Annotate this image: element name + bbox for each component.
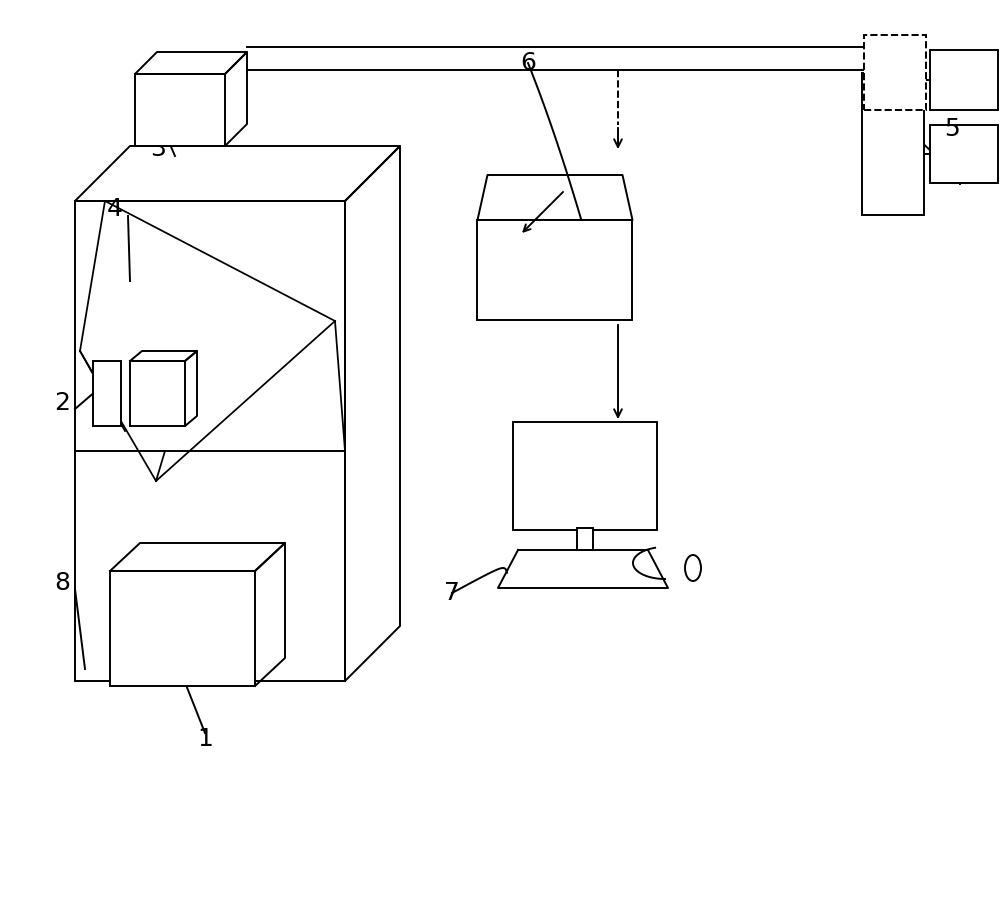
Ellipse shape (866, 47, 878, 70)
Text: 4: 4 (107, 197, 123, 221)
Bar (130, 361, 185, 426)
Bar (135, 74, 225, 146)
Bar (110, 571, 255, 686)
Text: 7: 7 (444, 581, 460, 605)
Ellipse shape (685, 555, 701, 581)
Bar (862, 74, 924, 215)
Text: 5: 5 (944, 117, 960, 141)
Bar (75, 201, 345, 681)
Text: 6: 6 (520, 51, 536, 75)
Bar (93, 361, 121, 426)
Text: 3: 3 (150, 137, 166, 161)
Bar (930, 125, 998, 184)
Bar (513, 422, 657, 530)
Text: 8: 8 (54, 571, 70, 595)
Bar (930, 50, 998, 111)
Bar (478, 220, 632, 320)
Bar (864, 35, 926, 111)
Text: 2: 2 (54, 391, 70, 415)
Bar (577, 528, 593, 550)
Text: 1: 1 (197, 727, 213, 751)
